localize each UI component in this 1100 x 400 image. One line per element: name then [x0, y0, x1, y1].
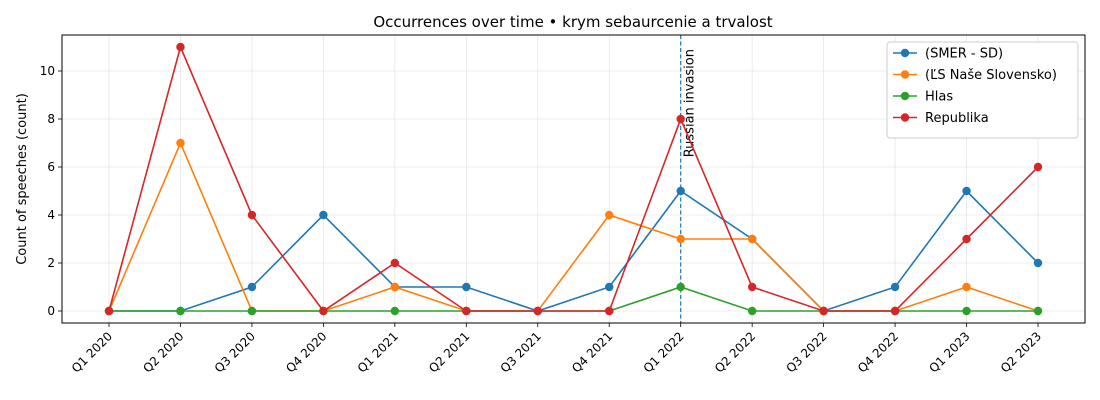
data-point — [247, 210, 257, 220]
x-tick-label: Q1 2022 — [641, 329, 687, 375]
x-tick-label: Q4 2020 — [283, 329, 329, 375]
data-point — [1033, 306, 1043, 316]
data-point — [533, 306, 542, 316]
data-point — [462, 306, 471, 316]
x-tick-label: Q4 2021 — [569, 329, 615, 375]
legend-marker — [900, 113, 910, 122]
data-point — [676, 282, 685, 292]
data-point — [962, 186, 971, 196]
data-point — [962, 234, 971, 244]
data-point — [247, 282, 257, 292]
legend-box — [886, 41, 1079, 139]
data-point — [176, 42, 185, 52]
data-point — [1033, 258, 1043, 268]
legend-label: Hlas — [925, 90, 953, 105]
x-tick-label: Q3 2020 — [212, 329, 258, 375]
series — [104, 42, 1043, 316]
legend-marker — [900, 70, 910, 79]
data-point — [605, 282, 614, 292]
data-point — [962, 282, 971, 292]
data-point — [319, 306, 328, 316]
data-point — [104, 306, 114, 316]
legend-label: Republika — [925, 111, 989, 126]
data-point — [462, 282, 471, 292]
data-point — [747, 306, 757, 316]
legend-label: (SMER - SD) — [925, 47, 1003, 62]
x-tick-label: Q3 2022 — [783, 329, 829, 375]
data-point — [676, 114, 685, 124]
y-tick-label: 4 — [47, 208, 55, 222]
data-point — [390, 306, 400, 316]
y-tick-label: 8 — [47, 112, 55, 126]
data-point — [890, 306, 900, 316]
x-tick-label: Q2 2022 — [712, 329, 758, 375]
y-tick-label: 0 — [47, 304, 55, 318]
y-tick-label: 6 — [47, 160, 55, 174]
y-tick-label: 2 — [47, 256, 55, 270]
data-point — [605, 306, 614, 316]
series-line — [109, 189, 1039, 312]
annotation-label: Russian invasion — [683, 49, 698, 157]
x-tick-label: Q4 2022 — [855, 329, 901, 375]
data-point — [676, 186, 685, 196]
legend-marker — [900, 48, 910, 58]
y-tick-label: 10 — [40, 64, 55, 78]
y-axis-label: Count of speeches (count) — [15, 93, 30, 265]
x-tick-label: Q1 2023 — [926, 329, 972, 375]
data-point — [390, 282, 400, 292]
series-line — [108, 44, 1039, 313]
data-point — [247, 306, 257, 316]
x-tick-label: Q2 2020 — [140, 329, 186, 375]
data-point — [962, 306, 971, 316]
data-point — [390, 258, 400, 268]
legend-label: (ĽS Naše Slovensko) — [925, 68, 1057, 83]
x-tick-label: Q2 2021 — [426, 329, 472, 375]
data-point — [605, 210, 614, 220]
x-tick-label: Q1 2021 — [355, 329, 401, 375]
data-point — [747, 282, 757, 292]
x-tick-label: Q1 2020 — [69, 329, 115, 375]
data-point — [819, 306, 828, 316]
annotations: Russian invasion — [680, 35, 698, 323]
data-point — [1033, 162, 1043, 172]
legend[interactable]: (SMER - SD) (ĽS Naše Slovensko) Hlas Republ… — [886, 41, 1079, 139]
x-tick-label: Q3 2021 — [498, 329, 544, 375]
data-point — [676, 234, 685, 244]
data-point — [890, 282, 900, 292]
data-point — [319, 210, 328, 220]
data-point — [747, 234, 757, 244]
plot-frame — [61, 34, 1086, 324]
legend-marker — [900, 91, 910, 101]
x-tick-label: Q2 2023 — [998, 329, 1044, 375]
data-point — [176, 138, 185, 148]
data-point — [176, 306, 185, 316]
chart-title: Occurrences over time • krym sebaurcenie… — [373, 13, 772, 31]
